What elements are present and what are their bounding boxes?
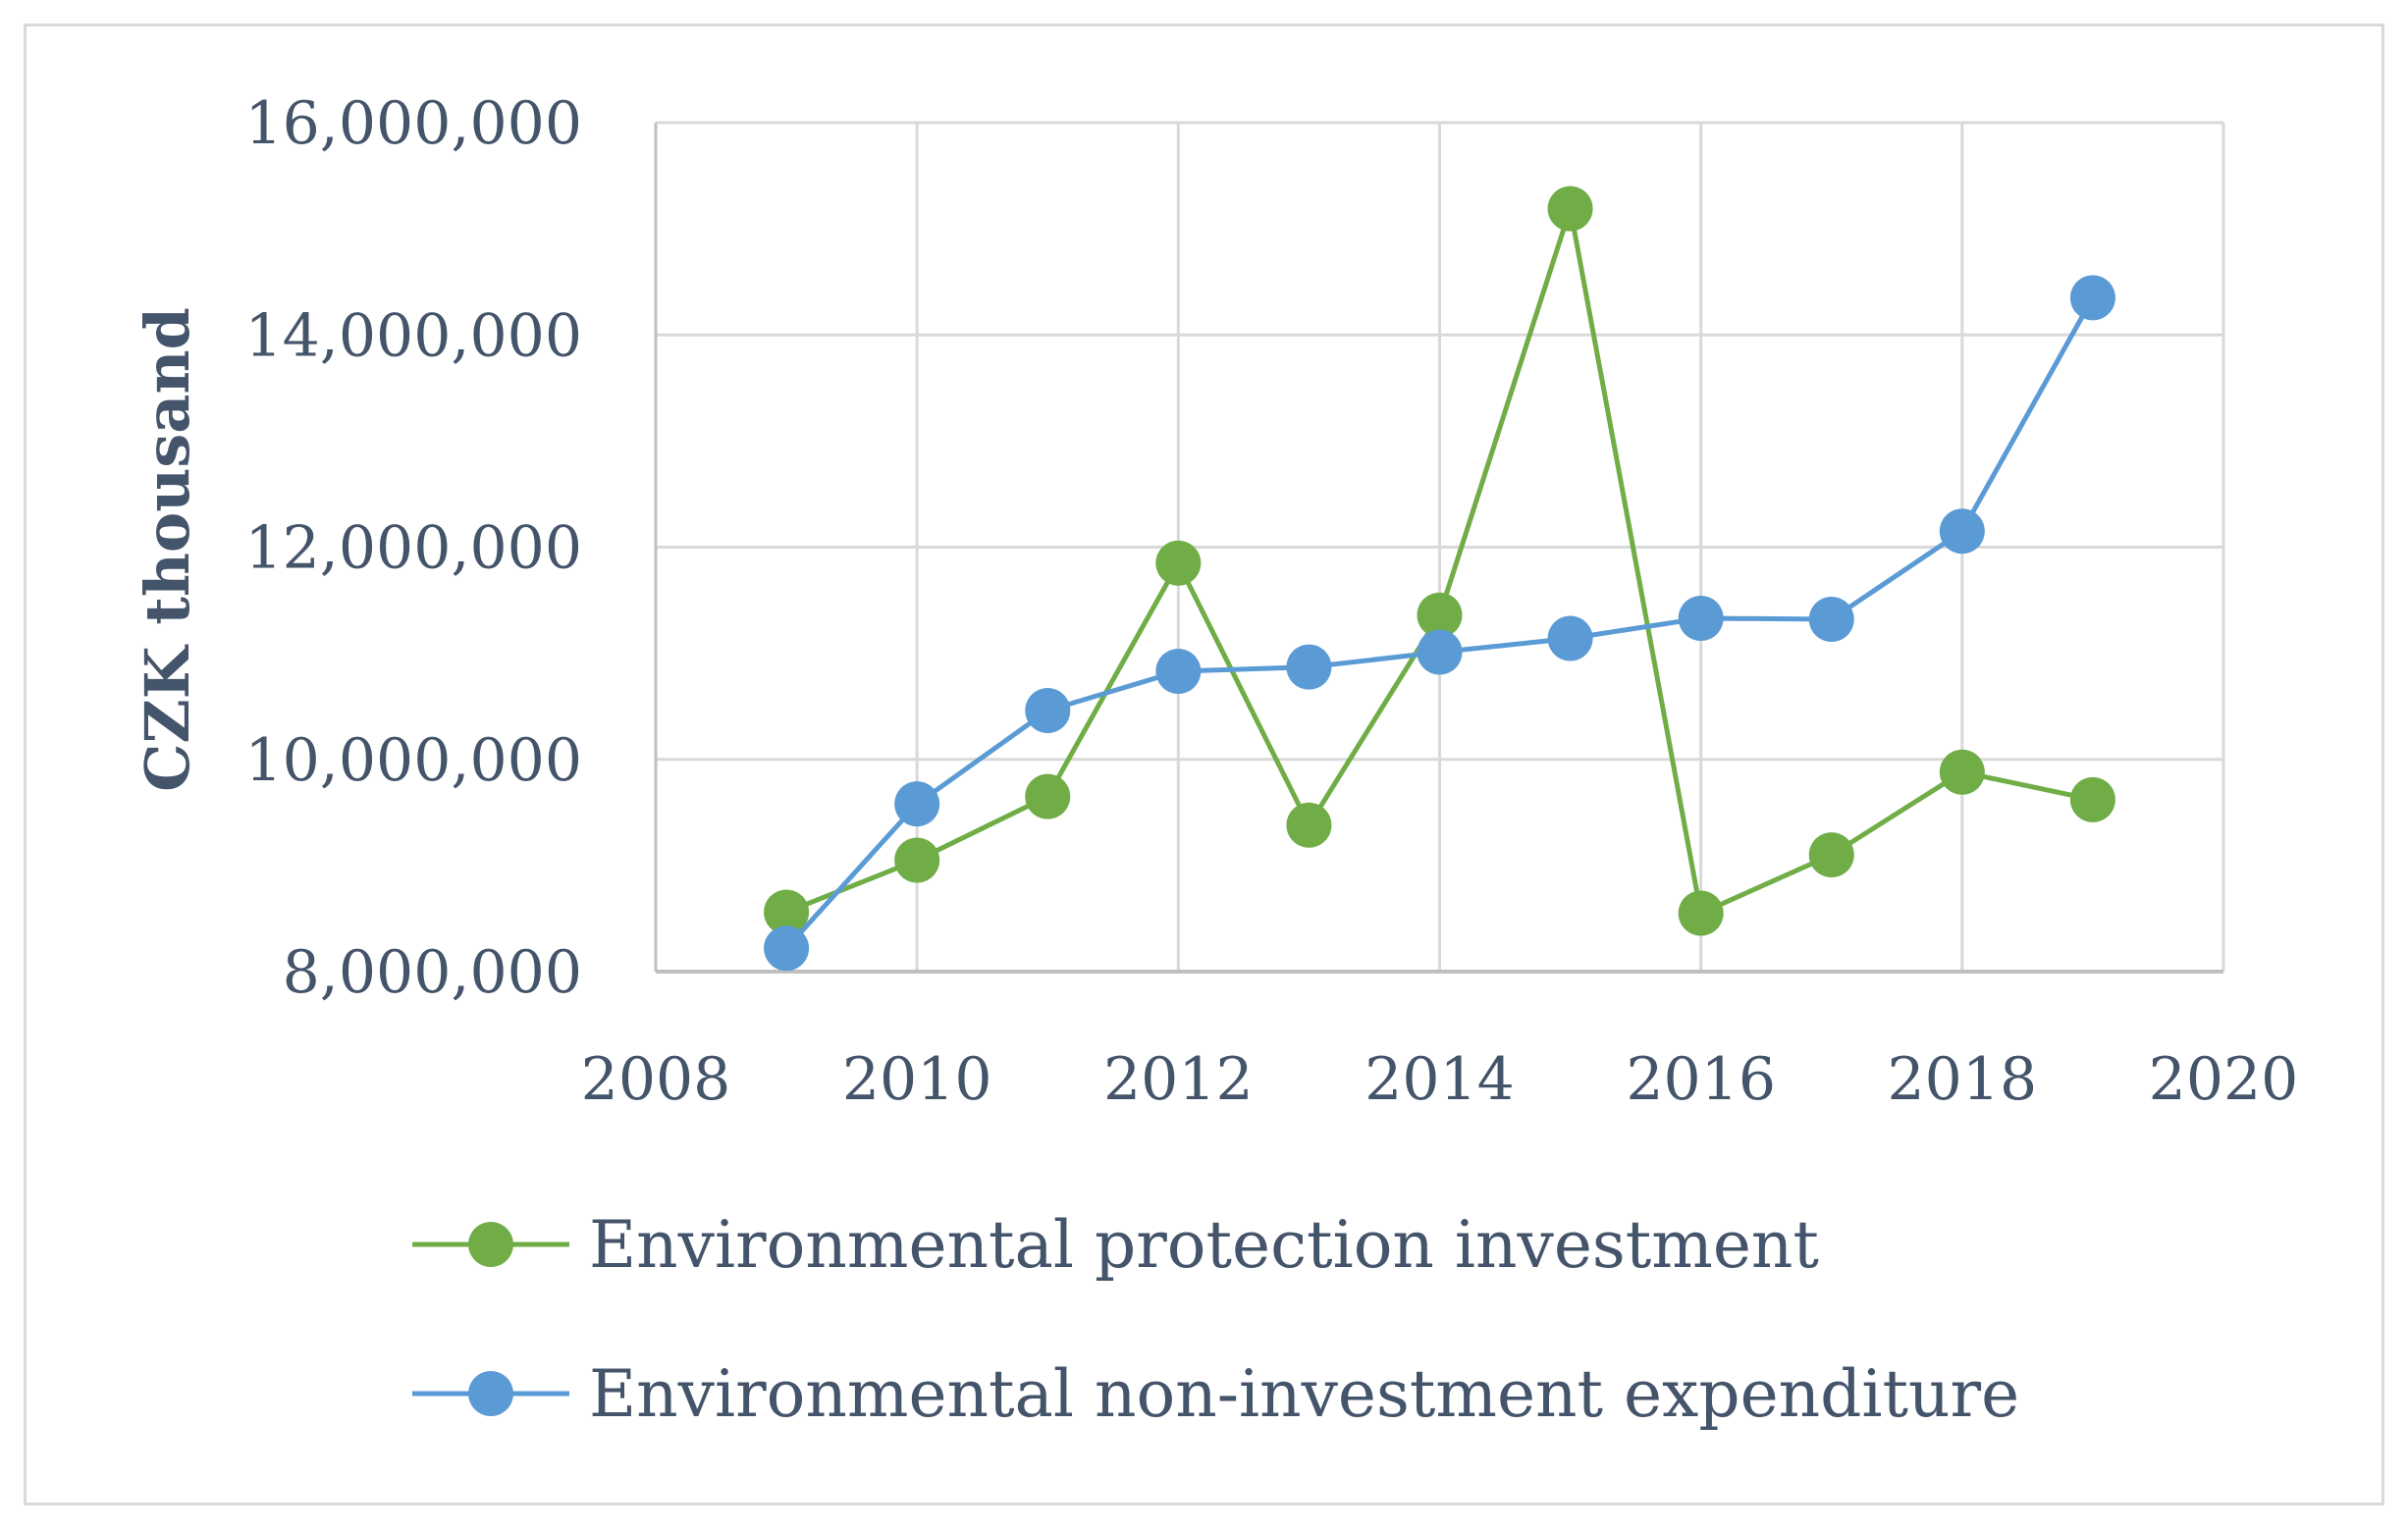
y-tick-label: 8,000,000 [283, 938, 582, 1007]
series-environmental-protection-investment [764, 185, 2115, 936]
legend: Environmental protection investment Envi… [412, 1207, 2019, 1432]
y-tick-label: 14,000,000 [244, 301, 582, 370]
y-tick-label: 12,000,000 [244, 514, 582, 583]
chart-frame [24, 24, 2384, 1505]
data-point-environmental-non-investment-expenditure-2010[interactable] [894, 781, 940, 827]
data-point-environmental-protection-investment-2015[interactable] [1547, 185, 1593, 232]
x-tick-label: 2008 [581, 1045, 731, 1114]
y-axis-ticks: 8,000,000 10,000,000 12,000,000 14,000,000 1… [244, 89, 582, 1007]
data-point-environmental-non-investment-expenditure-2019[interactable] [2069, 275, 2115, 321]
grid [656, 121, 2225, 972]
x-tick-label: 2020 [2149, 1045, 2299, 1114]
legend-label-non-investment-expenditure: Environmental non-investment expenditure [589, 1356, 2019, 1432]
series [764, 185, 2115, 972]
data-point-environmental-non-investment-expenditure-2011[interactable] [1025, 688, 1071, 734]
data-point-environmental-protection-investment-2014[interactable] [1417, 592, 1463, 638]
data-point-environmental-non-investment-expenditure-2017[interactable] [1808, 597, 1854, 643]
data-point-environmental-non-investment-expenditure-2012[interactable] [1155, 649, 1202, 695]
data-point-environmental-protection-investment-2018[interactable] [1939, 749, 1985, 795]
legend-marker-protection-investment [468, 1222, 513, 1267]
x-tick-label: 2018 [1887, 1045, 2037, 1114]
x-axis-ticks: 2008 2010 2012 2014 2016 2018 2020 [581, 1045, 2299, 1114]
data-point-environmental-non-investment-expenditure-2009[interactable] [764, 925, 810, 972]
data-point-environmental-protection-investment-2013[interactable] [1286, 802, 1332, 848]
y-tick-label: 16,000,000 [244, 89, 582, 158]
series-environmental-non-investment-expenditure [764, 275, 2115, 972]
legend-item-non-investment-expenditure[interactable]: Environmental non-investment expenditure [412, 1356, 2019, 1432]
x-tick-label: 2014 [1365, 1045, 1515, 1114]
data-point-environmental-non-investment-expenditure-2018[interactable] [1939, 508, 1985, 554]
legend-marker-non-investment-expenditure [468, 1371, 513, 1416]
data-point-environmental-non-investment-expenditure-2015[interactable] [1547, 615, 1593, 661]
data-point-environmental-protection-investment-2010[interactable] [894, 837, 940, 883]
data-point-environmental-protection-investment-2012[interactable] [1155, 540, 1202, 586]
data-point-environmental-non-investment-expenditure-2014[interactable] [1417, 629, 1463, 675]
x-tick-label: 2010 [842, 1045, 992, 1114]
legend-label-protection-investment: Environmental protection investment [589, 1207, 1819, 1283]
data-point-environmental-protection-investment-2009[interactable] [764, 889, 810, 935]
data-point-environmental-protection-investment-2011[interactable] [1025, 773, 1071, 819]
data-point-environmental-protection-investment-2017[interactable] [1808, 832, 1854, 878]
data-point-environmental-protection-investment-2019[interactable] [2069, 776, 2115, 822]
y-axis-title: CZK thousand [132, 307, 203, 792]
y-tick-label: 10,000,000 [244, 726, 582, 795]
axes [654, 123, 2223, 974]
x-tick-label: 2012 [1103, 1045, 1254, 1114]
data-point-environmental-non-investment-expenditure-2013[interactable] [1286, 644, 1332, 690]
x-tick-label: 2016 [1626, 1045, 1776, 1114]
data-point-environmental-protection-investment-2016[interactable] [1678, 890, 1724, 936]
data-point-environmental-non-investment-expenditure-2016[interactable] [1678, 595, 1724, 641]
legend-item-protection-investment[interactable]: Environmental protection investment [412, 1207, 1819, 1283]
